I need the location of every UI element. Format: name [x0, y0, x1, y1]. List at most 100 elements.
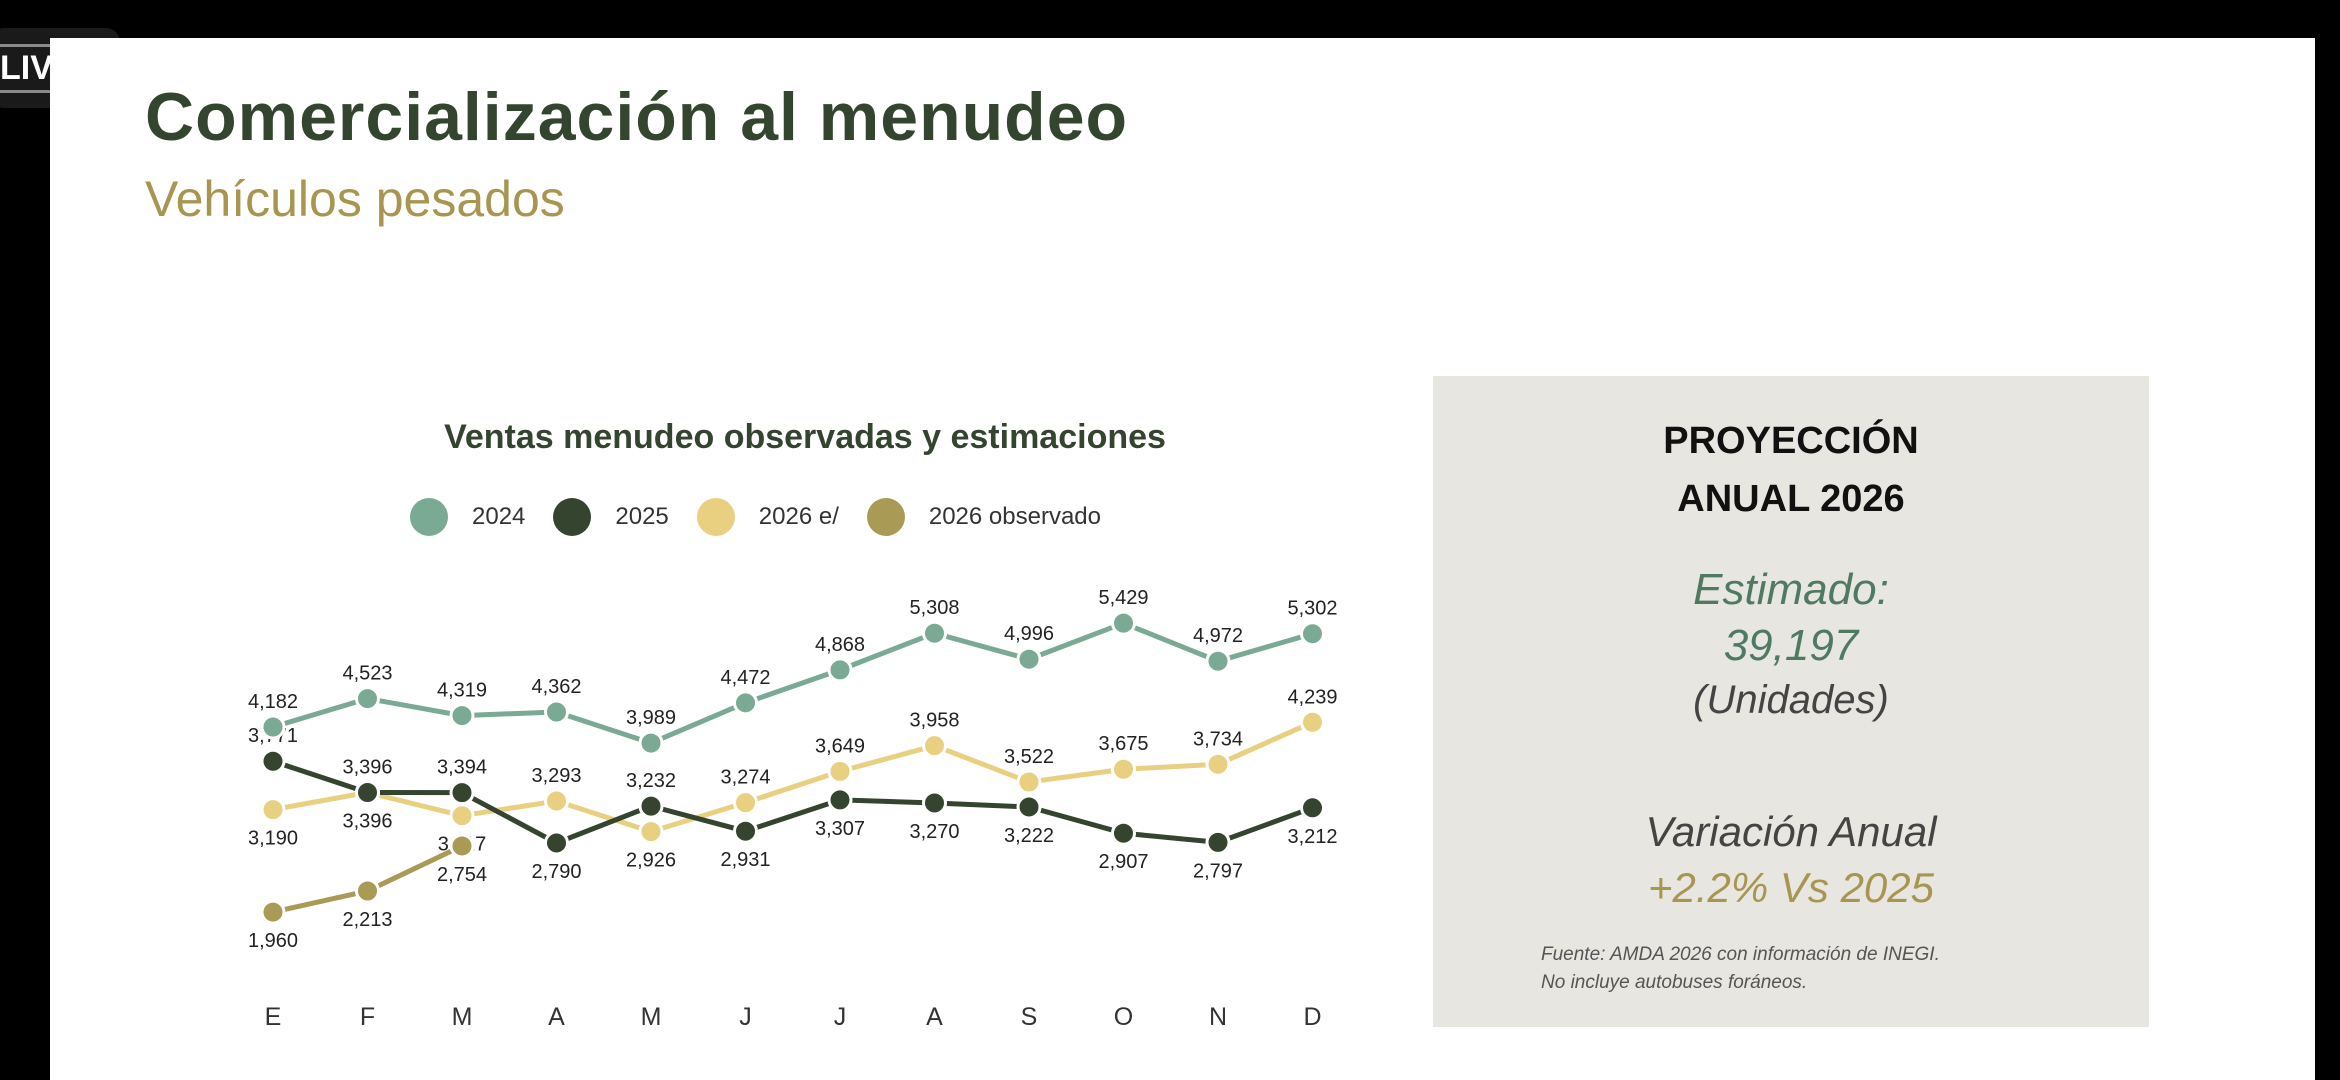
data-point: [827, 787, 853, 813]
chart-legend: 2024 2025 2026 e/ 2026 observado: [410, 498, 1129, 536]
data-point: [827, 657, 853, 683]
data-point: [1300, 795, 1325, 821]
data-point: [544, 788, 569, 814]
series-line-2: [272, 719, 1314, 835]
data-point: [260, 714, 286, 740]
x-tick-label: J: [739, 1003, 752, 1031]
data-point: [544, 699, 569, 725]
data-label: 3,274: [720, 767, 770, 789]
legend-item-2024: 2024: [410, 498, 525, 536]
data-point: [922, 620, 947, 646]
projection-panel: PROYECCIÓN ANUAL 2026 Estimado: 39,197 (Un…: [1433, 376, 2149, 1027]
data-label: 3,232: [626, 770, 676, 792]
variation-value: +2.2% Vs 2025: [1647, 864, 1935, 911]
series-line-1: [272, 758, 1314, 846]
data-label: 2,754: [437, 864, 487, 886]
data-label: 3,190: [248, 828, 298, 850]
data-point: [355, 779, 380, 805]
legend-marker: [696, 498, 735, 536]
legend-item-2026-observado: 2026 observado: [866, 498, 1101, 536]
legend-label: 2025: [615, 503, 669, 530]
data-label: 4,362: [531, 676, 581, 698]
data-point: [922, 790, 947, 816]
legend-marker: [866, 498, 905, 536]
data-point: [355, 686, 380, 712]
data-label: 3,649: [815, 735, 865, 757]
data-point: [1205, 829, 1231, 855]
data-point: [449, 803, 475, 829]
data-point: [1111, 820, 1136, 846]
x-tick-label: N: [1209, 1003, 1227, 1031]
data-label: 2,926: [626, 850, 676, 872]
legend-label: 2024: [472, 503, 526, 530]
data-label: 3,675: [1098, 733, 1148, 755]
data-point: [355, 878, 380, 904]
data-point: [733, 818, 758, 844]
data-label: 3,293: [531, 765, 581, 787]
estimate: Estimado: 39,197: [1433, 562, 2149, 674]
x-tick-label: O: [1114, 1003, 1133, 1031]
variation-label: Variación Anual: [1645, 808, 1937, 855]
heading-line-2: ANUAL 2026: [1677, 478, 1905, 520]
source-note: Fuente: AMDA 2026 con información de INE…: [1541, 941, 1940, 997]
estimate-value: 39,197: [1723, 621, 1859, 670]
data-label: 2,907: [1098, 851, 1148, 873]
data-point: [638, 730, 664, 756]
series-line-0: [272, 620, 1314, 746]
data-point: [1016, 646, 1042, 672]
x-tick-label: A: [548, 1003, 565, 1031]
data-point: [260, 748, 286, 774]
legend-label: 2026 e/: [758, 503, 839, 530]
x-tick-label: D: [1303, 1003, 1321, 1031]
x-tick-label: M: [641, 1003, 662, 1031]
data-label: 3,734: [1193, 728, 1243, 750]
data-point: [1205, 751, 1231, 777]
data-label: 3,989: [626, 707, 676, 729]
page-title: Comercialización al menudeo: [145, 79, 1129, 155]
data-label: 4,523: [342, 663, 392, 685]
data-point: [733, 790, 758, 816]
data-label: 4,319: [437, 680, 487, 702]
legend-item-2025: 2025: [553, 498, 669, 536]
data-label: 4,239: [1287, 686, 1337, 708]
source-line-2: No incluye autobuses foráneos.: [1541, 972, 1808, 993]
data-label: 2,931: [720, 849, 770, 871]
data-point: [1016, 794, 1042, 820]
data-point: [449, 833, 475, 859]
data-point: [1016, 769, 1042, 795]
data-point: [733, 690, 758, 716]
x-tick-label: M: [452, 1003, 473, 1031]
data-label: 4,972: [1193, 625, 1243, 647]
panel-heading: PROYECCIÓN ANUAL 2026: [1433, 412, 2149, 528]
x-tick-label: S: [1021, 1003, 1038, 1031]
heading-line-1: PROYECCIÓN: [1663, 420, 1919, 462]
data-point: [922, 733, 947, 759]
data-label: 4,996: [1004, 623, 1054, 645]
legend-marker: [553, 498, 592, 536]
data-label: 1,960: [248, 930, 298, 952]
data-point: [449, 703, 475, 729]
data-label: 4,868: [815, 634, 865, 656]
page-subtitle: Vehículos pesados: [145, 171, 565, 227]
x-tick-label: E: [265, 1003, 282, 1031]
x-tick-label: F: [360, 1003, 375, 1031]
data-label: 3,396: [342, 756, 392, 778]
x-tick-label: J: [834, 1003, 847, 1031]
legend-item-2026e: 2026 e/: [696, 498, 839, 536]
data-label: 2,213: [342, 909, 392, 931]
chart-title: Ventas menudeo observadas y estimaciones: [444, 418, 1166, 456]
data-label: 3,222: [1004, 825, 1054, 847]
data-label: 4,182: [248, 691, 298, 713]
source-line-1: Fuente: AMDA 2026 con información de INE…: [1541, 944, 1940, 965]
data-label: 5,308: [909, 597, 959, 619]
data-point: [1300, 709, 1325, 735]
legend-label: 2026 observado: [928, 503, 1101, 530]
data-point: [1205, 648, 1231, 674]
x-tick-label: A: [926, 1003, 943, 1031]
data-label: 3,396: [342, 810, 392, 832]
estimate-unit: (Unidades): [1693, 678, 1889, 722]
data-label: 3,522: [1004, 746, 1054, 768]
data-label: 3,307: [815, 818, 865, 840]
data-label: 2,790: [531, 861, 581, 883]
